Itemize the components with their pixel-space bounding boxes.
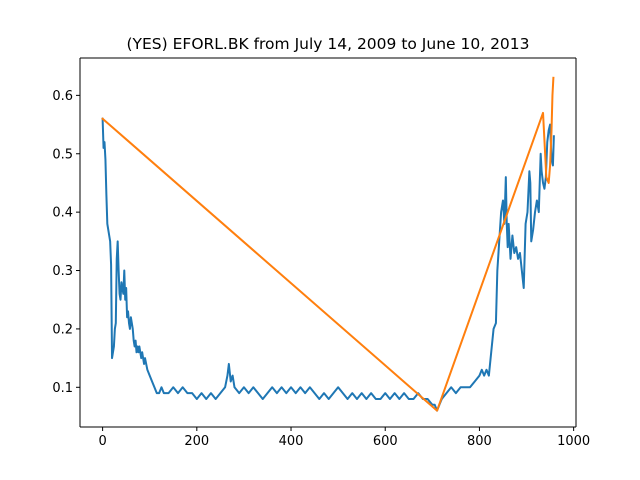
x-tick-label: 200 [184,434,209,449]
series-line-1 [101,117,555,412]
x-tick-label: 800 [467,434,492,449]
axes-layer: 0 200 400 600 800 1000 0.1 0.2 0.3 0.4 0.5 0.6 [52,57,590,449]
chart-title: (YES) EFORL.BK from July 14, 2009 to Jun… [126,35,529,53]
x-tick-label: 400 [279,434,304,449]
series-line-2 [101,76,555,412]
y-tick-label: 0.6 [52,89,73,104]
x-tick-label: 0 [98,434,106,449]
x-tick-label: 600 [373,434,398,449]
y-tick-label: 0.2 [52,322,73,337]
y-tick-label: 0.5 [52,147,73,162]
y-tick-label: 0.4 [52,206,73,221]
y-tick-label: 0.1 [52,381,73,396]
series-layer [101,76,555,412]
x-tick-label: 1000 [557,434,590,449]
y-tick-label: 0.3 [52,264,73,279]
